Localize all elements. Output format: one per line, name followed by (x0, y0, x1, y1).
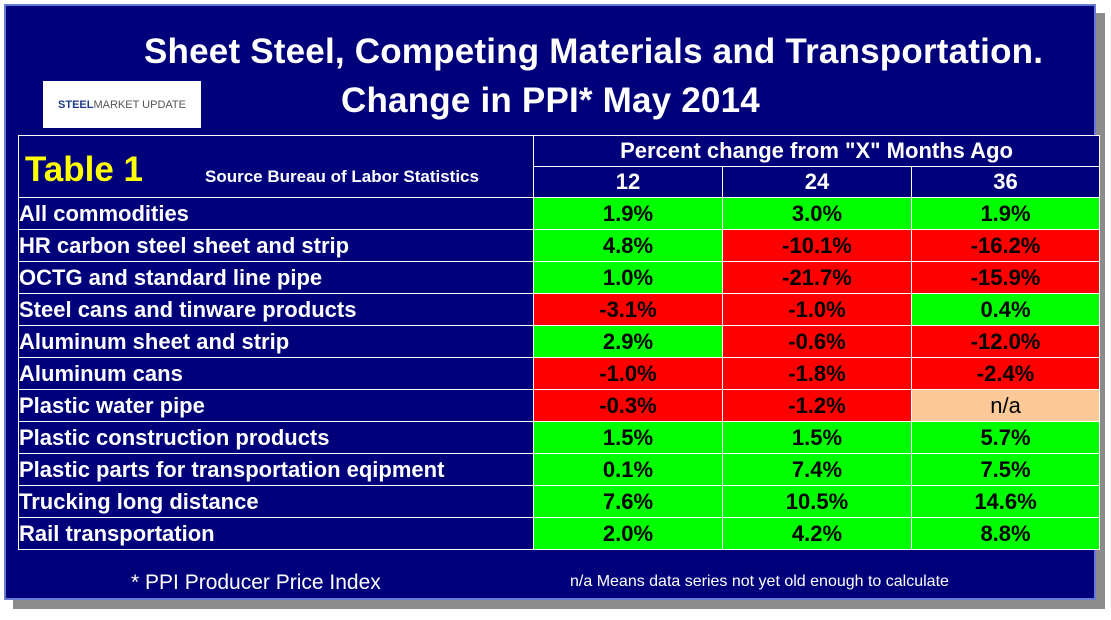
row-label: Aluminum sheet and strip (18, 325, 534, 358)
na-footnote: n/a Means data series not yet old enough… (570, 573, 949, 590)
value-cell: 1.0% (533, 261, 723, 294)
slide-frame: Sheet Steel, Competing Materials and Tra… (4, 4, 1101, 600)
column-header-12: 12 (533, 166, 723, 198)
row-label: Trucking long distance (18, 485, 534, 518)
table-row: Plastic water pipe -0.3% -1.2% n/a (18, 389, 1101, 422)
value-cell: 3.0% (722, 197, 912, 230)
row-label: Aluminum cans (18, 357, 534, 390)
value-cell: -16.2% (910, 229, 1101, 262)
table-row: All commodities 1.9% 3.0% 1.9% (18, 197, 1101, 230)
value-cell: -0.3% (533, 389, 723, 422)
value-cell: -12.0% (910, 325, 1101, 358)
value-cell: -3.1% (533, 293, 723, 326)
value-cell: 7.5% (910, 453, 1101, 486)
row-label: HR carbon steel sheet and strip (18, 229, 534, 262)
value-cell: -1.0% (533, 357, 723, 390)
value-cell: -0.6% (722, 325, 912, 358)
value-cell: 1.5% (533, 421, 723, 454)
column-header-24: 24 (722, 166, 912, 198)
logo-text-rest: MARKET UPDATE (93, 98, 186, 111)
value-cell: 5.7% (910, 421, 1101, 454)
row-label: Plastic parts for transportation eqipmen… (18, 453, 534, 486)
value-cell: 8.8% (910, 517, 1101, 550)
row-label: All commodities (18, 197, 534, 230)
value-cell: -2.4% (910, 357, 1101, 390)
value-cell: 2.9% (533, 325, 723, 358)
logo-text-bold: STEEL (58, 98, 94, 111)
table-row: Rail transportation 2.0% 4.2% 8.8% (18, 517, 1101, 550)
value-cell: 4.2% (722, 517, 912, 550)
table-row: Plastic parts for transportation eqipmen… (18, 453, 1101, 486)
row-label: Steel cans and tinware products (18, 293, 534, 326)
table-row: Trucking long distance 7.6% 10.5% 14.6% (18, 485, 1101, 518)
table-row: Aluminum cans -1.0% -1.8% -2.4% (18, 357, 1101, 390)
row-label: Plastic water pipe (18, 389, 534, 422)
value-cell: -1.2% (722, 389, 912, 422)
title-line-2: Change in PPI* May 2014 (341, 81, 760, 120)
row-label: Rail transportation (18, 517, 534, 550)
ppi-footnote: * PPI Producer Price Index (131, 571, 381, 594)
title-line-1: Sheet Steel, Competing Materials and Tra… (144, 32, 1044, 71)
table-row: OCTG and standard line pipe 1.0% -21.7% -15… (18, 261, 1101, 294)
row-label: OCTG and standard line pipe (18, 261, 534, 294)
value-cell: -15.9% (910, 261, 1101, 294)
value-cell: 0.4% (910, 293, 1101, 326)
value-cell: 2.0% (533, 517, 723, 550)
group-header: Percent change from "X" Months Ago (532, 135, 1101, 167)
value-cell: 7.6% (533, 485, 723, 518)
table-row: Steel cans and tinware products -3.1% -1.0… (18, 293, 1101, 326)
table-row: Aluminum sheet and strip 2.9% -0.6% -12.0% (18, 325, 1101, 358)
value-cell: n/a (910, 389, 1101, 422)
steel-market-update-logo: STEEL MARKET UPDATE (43, 81, 201, 128)
value-cell: 1.9% (910, 197, 1101, 230)
value-cell: 14.6% (910, 485, 1101, 518)
value-cell: 7.4% (722, 453, 912, 486)
row-label: Plastic construction products (18, 421, 534, 454)
column-header-36: 36 (910, 166, 1101, 198)
value-cell: -1.8% (722, 357, 912, 390)
value-cell: -21.7% (722, 261, 912, 294)
table-row: HR carbon steel sheet and strip 4.8% -10.1… (18, 229, 1101, 262)
table-title-cell: Table 1 Source Bureau of Labor Statistic… (18, 135, 534, 198)
source-label: Source Bureau of Labor Statistics (205, 167, 479, 186)
ppi-table: Table 1 Source Bureau of Labor Statistic… (18, 135, 1101, 550)
table-label: Table 1 (25, 150, 144, 189)
value-cell: 4.8% (533, 229, 723, 262)
table-row: Plastic construction products 1.5% 1.5% 5.7… (18, 421, 1101, 454)
value-cell: 1.5% (722, 421, 912, 454)
value-cell: -1.0% (722, 293, 912, 326)
value-cell: 0.1% (533, 453, 723, 486)
value-cell: 1.9% (533, 197, 723, 230)
value-cell: 10.5% (722, 485, 912, 518)
value-cell: -10.1% (722, 229, 912, 262)
